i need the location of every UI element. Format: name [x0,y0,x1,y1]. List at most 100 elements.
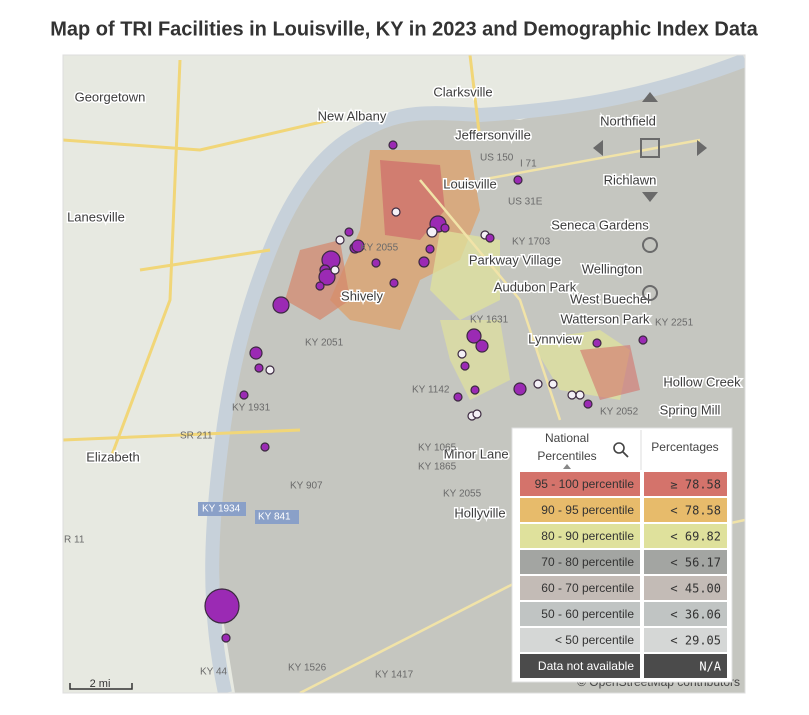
road-label: KY 907 [290,481,323,492]
legend-swatch [520,498,640,522]
facility-marker[interactable] [457,349,467,359]
road-label: KY 1931 [232,403,271,414]
legend-label: Data not available [538,659,634,673]
facility-marker[interactable] [204,588,240,624]
facility-marker[interactable] [335,235,345,245]
facility-marker[interactable] [440,223,450,233]
road-label: KY 2055 [443,489,482,500]
road-label: KY 1934 [202,504,241,515]
facility-marker[interactable] [567,390,577,400]
road-label: KY 1065 [418,443,457,454]
place-label: Jeffersonville [455,127,531,142]
facility-marker[interactable] [638,335,648,345]
facility-marker[interactable] [315,281,325,291]
facility-marker[interactable] [583,399,593,409]
facility-marker[interactable] [254,363,264,373]
legend-swatch [644,628,727,652]
legend-swatch [520,524,640,548]
place-label: Louisville [443,176,496,191]
facility-marker[interactable] [592,338,602,348]
facility-marker[interactable] [470,385,480,395]
facility-marker[interactable] [260,442,270,452]
legend-swatch [520,602,640,626]
facility-marker[interactable] [344,227,354,237]
legend-swatch [644,654,727,678]
road-label: SR 211 [180,431,213,442]
facility-marker[interactable] [351,239,365,253]
scale-label: 2 mi [90,678,111,690]
legend: National Percentiles Percentages 95 - 100… [511,427,733,683]
place-label: Spring Mill [660,402,721,417]
facility-marker[interactable] [453,392,463,402]
legend-label: 80 - 90 percentile [541,529,634,543]
legend-swatch [520,550,640,574]
facility-marker[interactable] [575,390,585,400]
legend-swatch [520,472,640,496]
legend-label: < 50 percentile [555,633,634,647]
legend-label: 95 - 100 percentile [535,477,635,491]
legend-swatch [644,498,727,522]
facility-marker[interactable] [272,296,290,314]
place-label: Hollow Creek [663,374,741,389]
facility-marker[interactable] [472,409,482,419]
road-label: KY 2055 [360,243,399,254]
place-label: Lynnview [528,331,582,346]
legend-swatch [644,576,727,600]
road-label: KY 1631 [470,315,509,326]
road-label: US 31E [508,197,543,208]
facility-marker[interactable] [460,361,470,371]
title: Map of TRI Facilities in Louisville, KY … [50,18,758,40]
place-label: West Buechel [570,291,650,306]
facility-marker[interactable] [249,346,263,360]
search-icon[interactable] [613,442,625,454]
facility-marker[interactable] [418,256,430,268]
legend-swatch [520,654,640,678]
place-label: Hollyville [454,505,505,520]
sort-icon[interactable] [563,464,571,469]
facility-marker[interactable] [466,328,482,344]
scale-bar [69,683,133,690]
place-label: Lanesville [67,209,125,224]
legend-value: < 36.06 [670,608,721,622]
facility-marker[interactable] [265,365,275,375]
road-label: KY 2051 [305,338,344,349]
facility-marker[interactable] [548,379,558,389]
facility-marker[interactable] [425,244,435,254]
facility-marker[interactable] [371,258,381,268]
road-label: KY 44 [200,667,227,678]
facility-marker[interactable] [330,265,340,275]
facility-marker[interactable] [533,379,543,389]
facility-marker[interactable] [318,268,336,286]
road-label: KY 1526 [288,663,327,674]
map-controls[interactable] [593,92,707,301]
facility-marker[interactable] [426,226,438,238]
facility-marker[interactable] [389,278,399,288]
legend-label: 50 - 60 percentile [541,607,634,621]
facility-marker[interactable] [475,339,489,353]
legend-header: National Percentiles [537,431,596,463]
road-label: I 71 [520,159,537,170]
place-label: Richlawn [604,172,657,187]
place-label: Watterson Park [560,311,650,326]
road-label: KY 1142 [412,385,450,396]
legend-header: Percentages [651,440,718,454]
road-label: KY 2052 [600,407,639,418]
facility-marker[interactable] [221,633,231,643]
legend-swatch [520,576,640,600]
road-label: KY 1417 [375,670,414,681]
place-label: Elizabeth [86,449,139,464]
legend-value: ≥ 78.58 [670,478,721,492]
facility-marker[interactable] [513,175,523,185]
place-label: New Albany [318,108,387,123]
place-label: Audubon Park [494,279,577,294]
place-label: Seneca Gardens [551,217,649,232]
place-label: Wellington [582,261,642,276]
facility-marker[interactable] [485,233,495,243]
facility-marker[interactable] [513,382,527,396]
facility-marker[interactable] [477,179,487,189]
facility-marker[interactable] [391,207,401,217]
legend-label: 90 - 95 percentile [541,503,634,517]
facility-marker[interactable] [388,140,398,150]
facility-marker[interactable] [239,390,249,400]
